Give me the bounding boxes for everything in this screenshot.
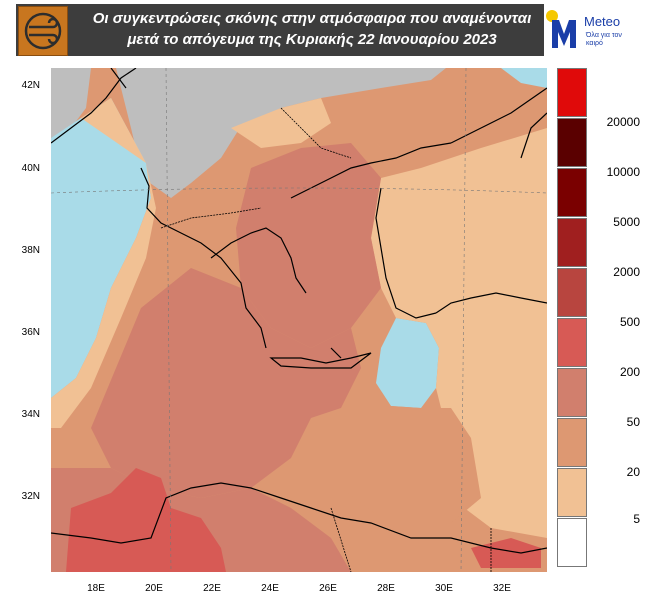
page-title: Οι συγκεντρώσεις σκόνης στην ατμόσφαιρα … bbox=[74, 8, 550, 50]
legend-swatch bbox=[557, 218, 587, 267]
meteo-logo: Meteo Όλα για τον καιρό bbox=[544, 4, 634, 56]
legend-label-200: 200 bbox=[619, 365, 640, 379]
nodata-balkans bbox=[116, 68, 446, 198]
lat-label-34n: 34N bbox=[21, 409, 40, 420]
coastlines bbox=[51, 68, 547, 554]
brand-name: Meteo bbox=[584, 14, 621, 29]
nodata-italy-west bbox=[51, 68, 91, 138]
lon-label-24e: 24E bbox=[261, 583, 279, 594]
legend-swatch bbox=[557, 518, 587, 567]
zone-50-200-south bbox=[91, 268, 361, 498]
sea-adriatic-ionian bbox=[51, 98, 151, 398]
legend-swatch bbox=[557, 68, 587, 117]
header-bar: Οι συγκεντρώσεις σκόνης στην ατμόσφαιρα … bbox=[16, 4, 634, 56]
color-legend bbox=[557, 68, 587, 568]
legend-swatch bbox=[557, 168, 587, 217]
legend-swatch bbox=[557, 118, 587, 167]
graticule bbox=[51, 68, 547, 572]
legend-label-5: 5 bbox=[633, 512, 640, 526]
legend-swatch bbox=[557, 318, 587, 367]
legend-label-50: 50 bbox=[626, 415, 640, 429]
sea-black-corner bbox=[501, 68, 547, 88]
lat-label-32n: 32N bbox=[21, 491, 40, 502]
zone-20-50-south bbox=[341, 398, 481, 523]
legend-label-500: 500 bbox=[619, 315, 640, 329]
lon-label-30e: 30E bbox=[435, 583, 453, 594]
legend-label-10000: 10000 bbox=[606, 165, 640, 179]
legend-swatch bbox=[557, 468, 587, 517]
zone-50-200-aegean bbox=[236, 143, 381, 348]
dust-wind-icon bbox=[18, 6, 68, 56]
legend-swatch bbox=[557, 418, 587, 467]
dust-concentration-map bbox=[51, 68, 547, 572]
lat-label-40n: 40N bbox=[21, 163, 40, 174]
lon-label-18e: 18E bbox=[87, 583, 105, 594]
legend-label-20000: 20000 bbox=[606, 115, 640, 129]
legend-label-20: 20 bbox=[626, 465, 640, 479]
zone-5-20-mid bbox=[231, 98, 331, 148]
zone-200-500-egypt bbox=[471, 538, 541, 568]
legend-swatch bbox=[557, 368, 587, 417]
zone-5-20-west bbox=[51, 98, 156, 428]
lon-label-26e: 26E bbox=[319, 583, 337, 594]
borders bbox=[160, 107, 492, 572]
legend-swatch bbox=[557, 268, 587, 317]
meteo-m-icon bbox=[546, 10, 576, 48]
lon-label-22e: 22E bbox=[203, 583, 221, 594]
sea-levantine bbox=[376, 318, 439, 408]
lat-label-36n: 36N bbox=[21, 327, 40, 338]
lat-label-42n: 42N bbox=[21, 80, 40, 91]
lon-label-20e: 20E bbox=[145, 583, 163, 594]
zone-200-500-libya bbox=[66, 468, 226, 572]
zone-5-20-east bbox=[371, 128, 547, 538]
legend-label-2000: 2000 bbox=[613, 265, 640, 279]
title-line-2: μετά το απόγευμα της Κυριακής 22 Ιανουαρ… bbox=[127, 31, 497, 48]
brand-tagline: Όλα για τον καιρό bbox=[586, 32, 622, 47]
lon-label-32e: 32E bbox=[493, 583, 511, 594]
title-line-1: Οι συγκεντρώσεις σκόνης στην ατμόσφαιρα … bbox=[92, 10, 532, 27]
lon-label-28e: 28E bbox=[377, 583, 395, 594]
lat-label-38n: 38N bbox=[21, 245, 40, 256]
legend-label-5000: 5000 bbox=[613, 215, 640, 229]
